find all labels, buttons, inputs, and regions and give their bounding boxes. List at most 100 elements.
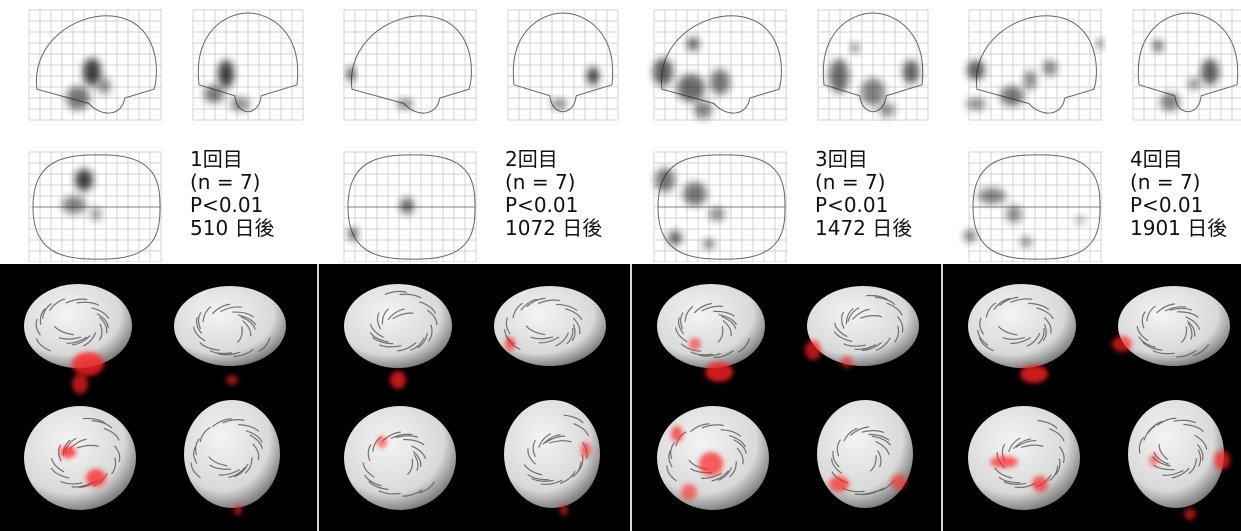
rendered-brain-panel-2 [320, 264, 632, 531]
activation-blob [978, 188, 1006, 204]
rendered-brain-panel-1 [0, 264, 312, 531]
activation-blob [1006, 205, 1022, 223]
activation-blob [90, 207, 102, 221]
session-label: 4回目 [1130, 147, 1183, 171]
activation-blob [829, 59, 849, 93]
overlay-spot [72, 352, 104, 376]
posterior-view-brain [817, 400, 913, 508]
overlay-spot [234, 504, 242, 516]
overlay-spot [699, 452, 723, 476]
overlay-spot [60, 446, 76, 458]
activation-blob [851, 43, 859, 53]
activation-blob [668, 231, 682, 245]
activation-blob [397, 99, 413, 109]
overlay-spot [72, 374, 88, 394]
rendered-brains-1 [24, 284, 286, 516]
rendered-brain-band [0, 264, 1241, 531]
overlay-spot [891, 474, 907, 490]
overlay-spot [841, 356, 853, 368]
days-after-label: 1901 日後 [1130, 216, 1228, 240]
activation-blob [83, 58, 101, 86]
lateral-sagittal-brain [1118, 286, 1230, 366]
activation-blob [75, 169, 93, 191]
activation-blob [348, 228, 358, 240]
sagittal-projection [28, 9, 162, 121]
activation-blob [966, 98, 986, 110]
activation-blob [66, 86, 90, 110]
rendered-brains-4 [968, 284, 1230, 520]
activation-blob [653, 58, 673, 86]
glass-brain-panel-3: 3回目 (n = 7) P<0.01 1472 日後 [625, 0, 935, 262]
activation-blob [694, 101, 712, 119]
sagittal-projection [653, 9, 787, 121]
medial-sagittal-brain [657, 284, 765, 368]
caption-4: 4回目 (n = 7) P<0.01 1901 日後 [1130, 148, 1227, 240]
activation-blob [587, 67, 599, 85]
activation-blob [1201, 59, 1219, 85]
p-value-label: P<0.01 [815, 193, 889, 217]
activation-blob [1020, 237, 1032, 247]
overlay-spot [1112, 336, 1132, 352]
activation-blob [1188, 78, 1200, 90]
axial-projection [343, 151, 477, 262]
axial-projection [28, 151, 162, 262]
panel-divider [317, 264, 319, 531]
overlay-spot [805, 340, 821, 360]
overlay-spot [829, 476, 849, 492]
overlay-spot [390, 371, 406, 389]
activation-blob [687, 37, 699, 51]
session-label: 1回目 [190, 147, 243, 171]
session-label: 3回目 [815, 147, 868, 171]
overlay-spot [1149, 454, 1159, 466]
activation-blob [1153, 40, 1163, 52]
posterior-view-brain [184, 400, 280, 508]
p-value-label: P<0.01 [1130, 193, 1204, 217]
activation-blob [709, 207, 725, 221]
posterior-view-brain [504, 400, 600, 508]
posterior-view-brain [1128, 400, 1224, 508]
glass-brain-projections-2 [343, 9, 619, 262]
overlay-spot [1020, 365, 1048, 383]
panel-divider [630, 264, 632, 531]
sagittal-projection [968, 9, 1102, 121]
overlay-spot [581, 442, 591, 458]
glass-brain-panel-4: 4回目 (n = 7) P<0.01 1901 日後 [940, 0, 1241, 262]
medial-sagittal-brain [968, 284, 1076, 368]
inferior-view-brain [24, 406, 136, 510]
overlay-spot [560, 504, 568, 516]
activation-blob [703, 239, 715, 249]
inferior-view-brain [344, 406, 456, 510]
lateral-sagittal-brain [174, 286, 286, 366]
activation-blob [230, 97, 250, 111]
activation-blob [400, 198, 414, 214]
overlay-spot [1032, 476, 1048, 492]
activation-blob [861, 78, 885, 106]
lateral-sagittal-brain [494, 286, 606, 366]
activation-blob [677, 74, 705, 102]
glass-brain-projections-3 [653, 9, 929, 262]
rendered-brain-panel-3 [633, 264, 945, 531]
overlay-spot [681, 484, 697, 500]
sample-size-label: (n = 7) [505, 170, 576, 194]
coronal-projection [192, 9, 304, 121]
overlay-spot [1184, 508, 1196, 520]
overlay-spot [671, 426, 683, 442]
activation-blob [655, 168, 675, 192]
coronal-projection [1132, 9, 1241, 121]
activation-blob [1043, 60, 1057, 76]
overlay-spot [86, 469, 106, 487]
activation-blob [62, 196, 86, 214]
glass-brain-panel-1: 1回目 (n = 7) P<0.01 510 日後 [0, 0, 310, 262]
lateral-sagittal-brain [807, 286, 919, 366]
inferior-view-brain [968, 406, 1080, 510]
overlay-spot [990, 456, 1018, 468]
overlay-spot [689, 338, 701, 350]
activation-blob [347, 66, 355, 82]
medial-sagittal-brain [344, 284, 452, 368]
activation-blob [1097, 39, 1103, 49]
days-after-label: 1072 日後 [505, 216, 603, 240]
p-value-label: P<0.01 [190, 193, 264, 217]
activation-blob [710, 69, 730, 95]
rendered-brains-2 [344, 284, 606, 516]
